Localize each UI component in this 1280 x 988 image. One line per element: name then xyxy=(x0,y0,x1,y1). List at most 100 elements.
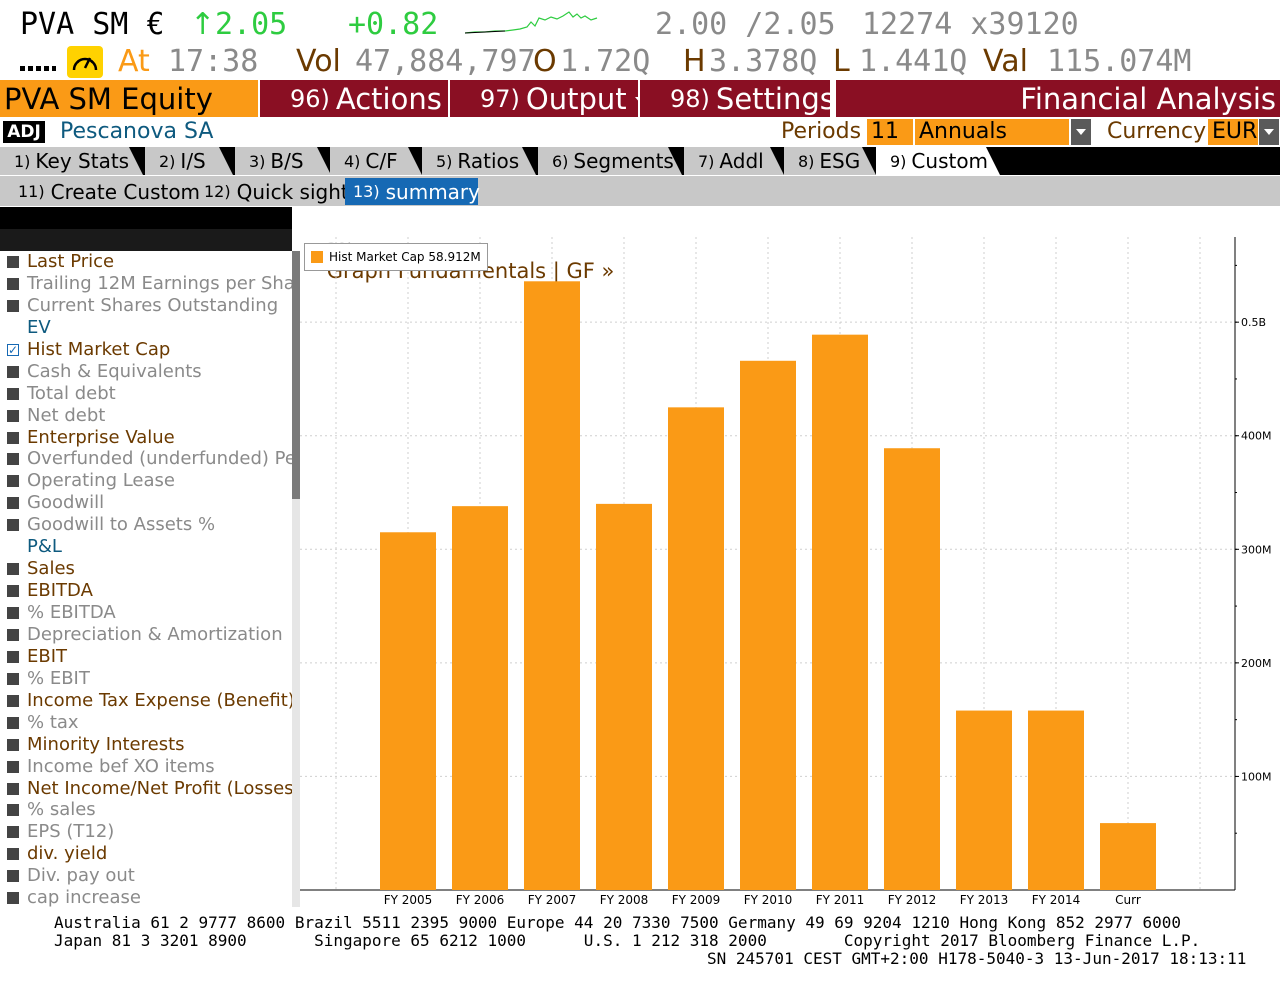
high-label: H xyxy=(683,44,706,79)
checkbox-icon[interactable] xyxy=(7,585,19,598)
field-list-item[interactable]: P&L xyxy=(0,536,292,558)
checkbox-icon[interactable] xyxy=(7,870,19,883)
checkbox-icon[interactable] xyxy=(7,694,19,707)
output-label: Output xyxy=(525,81,627,116)
security-row: ADJ Pescanova SA Periods 11 Annuals Curr… xyxy=(0,117,1280,147)
checkbox-icon[interactable] xyxy=(7,365,19,378)
checkbox-icon[interactable] xyxy=(7,892,19,905)
field-list-scrollbar[interactable] xyxy=(292,251,300,907)
tab-income-statement[interactable]: 2) I/S xyxy=(145,147,233,175)
field-list-item[interactable]: Trailing 12M Earnings per Share xyxy=(0,273,292,295)
checkbox-icon[interactable] xyxy=(7,409,19,422)
field-list-item[interactable]: Operating Lease xyxy=(0,470,292,492)
tab-custom[interactable]: 9) Custom xyxy=(876,147,1000,175)
field-list-item[interactable]: Income bef XO items xyxy=(0,756,292,778)
legend-swatch xyxy=(311,251,323,263)
field-list-item[interactable]: EPS (T12) xyxy=(0,821,292,843)
field-list-item[interactable]: Net debt xyxy=(0,405,292,427)
checkbox-icon[interactable] xyxy=(7,607,19,619)
field-list-item[interactable]: Minority Interests xyxy=(0,734,292,756)
field-list-item[interactable]: Current Shares Outstanding xyxy=(0,295,292,317)
checkbox-icon[interactable] xyxy=(7,563,19,576)
field-list-item[interactable]: Goodwill to Assets % xyxy=(0,514,292,536)
footer: Australia 61 2 9777 8600 Brazil 5511 239… xyxy=(0,914,1280,988)
periodicity-select[interactable]: Annuals xyxy=(915,119,1069,145)
checkbox-icon[interactable] xyxy=(7,760,19,773)
currency-select[interactable]: EUR xyxy=(1208,119,1258,145)
subtab-quick-sight[interactable]: 12) Quick sight xyxy=(196,178,357,205)
field-list-item[interactable]: EV xyxy=(0,317,292,339)
tab-esg[interactable]: 8) ESG xyxy=(784,147,876,175)
checkbox-icon[interactable] xyxy=(7,277,19,290)
field-label: Trailing 12M Earnings per Share xyxy=(27,272,292,294)
field-list-item[interactable]: Depreciation & Amortization xyxy=(0,624,292,646)
field-list-item[interactable]: % tax xyxy=(0,712,292,734)
checkbox-icon[interactable] xyxy=(7,650,19,663)
field-list-item[interactable]: div. yield xyxy=(0,843,292,865)
checkbox-icon[interactable] xyxy=(7,519,19,532)
field-list-item[interactable]: Net Income/Net Profit (Losses) xyxy=(0,778,292,800)
checkbox-icon[interactable] xyxy=(7,431,19,444)
quote-time: 17:38 xyxy=(168,44,259,79)
checkbox-icon[interactable] xyxy=(7,628,19,641)
field-list-item[interactable]: Last Price xyxy=(0,251,292,273)
checkbox-icon[interactable] xyxy=(7,716,19,729)
field-label: % tax xyxy=(27,711,79,733)
actions-menu-button[interactable]: 96) Actions xyxy=(260,80,462,117)
field-label: Income bef XO items xyxy=(27,755,215,777)
periodicity-dropdown-icon[interactable] xyxy=(1071,119,1091,145)
more-dots-icon[interactable] xyxy=(20,66,56,71)
bar xyxy=(596,503,652,890)
field-list-item[interactable]: Income Tax Expense (Benefit) xyxy=(0,690,292,712)
bar xyxy=(380,532,436,890)
field-list-item[interactable]: % EBIT xyxy=(0,668,292,690)
subtab-summary[interactable]: 13) summary xyxy=(345,178,480,205)
field-list-item[interactable]: Hist Market Cap xyxy=(0,339,292,361)
chart-legend[interactable]: Hist Market Cap 58.912M xyxy=(304,243,488,271)
checkbox-icon[interactable] xyxy=(7,804,19,817)
field-list-item[interactable]: EBIT xyxy=(0,646,292,668)
field-list-item[interactable]: Goodwill xyxy=(0,492,292,514)
field-list-item[interactable]: EBITDA xyxy=(0,580,292,602)
currency-dropdown-icon[interactable] xyxy=(1259,119,1279,145)
tab-addl[interactable]: 7) Addl xyxy=(684,147,784,175)
tab-balance-sheet[interactable]: 3) B/S xyxy=(235,147,331,175)
security-equity-label[interactable]: PVA SM Equity xyxy=(0,80,258,117)
output-menu-button[interactable]: 97) Output xyxy=(450,80,647,117)
subtab-create-custom[interactable]: 11) Create Custom xyxy=(10,178,208,205)
checkbox-icon[interactable] xyxy=(7,826,19,839)
checkbox-checked-icon[interactable] xyxy=(7,339,19,361)
checkbox-icon[interactable] xyxy=(7,387,19,400)
checkbox-icon[interactable] xyxy=(7,672,19,685)
checkbox-icon[interactable] xyxy=(7,299,19,312)
checkbox-icon[interactable] xyxy=(7,497,19,510)
field-label: Minority Interests xyxy=(27,733,185,755)
field-list-item[interactable]: % sales xyxy=(0,799,292,821)
checkbox-icon[interactable] xyxy=(7,475,19,488)
tab-ratios[interactable]: 5) Ratios xyxy=(422,147,536,175)
field-list-item[interactable]: Overfunded (underfunded) Pen xyxy=(0,448,292,470)
settings-menu-button[interactable]: 98) Settings xyxy=(640,80,835,117)
tab-cash-flow[interactable]: 4) C/F xyxy=(330,147,422,175)
adj-button[interactable]: ADJ xyxy=(3,121,45,143)
checkbox-icon[interactable] xyxy=(7,848,19,861)
field-list-item[interactable]: Div. pay out xyxy=(0,865,292,887)
at-label: At xyxy=(118,44,150,79)
field-list-item[interactable]: Enterprise Value xyxy=(0,427,292,449)
checkbox-icon[interactable] xyxy=(7,738,19,751)
speedometer-icon[interactable] xyxy=(67,46,103,78)
tab-segments[interactable]: 6) Segments xyxy=(538,147,682,175)
checkbox-icon[interactable] xyxy=(7,256,19,268)
actions-label: Actions xyxy=(335,81,442,116)
field-list-item[interactable]: % EBITDA xyxy=(0,602,292,624)
field-list-item[interactable]: Cash & Equivalents xyxy=(0,361,292,383)
field-list-item[interactable]: cap increase xyxy=(0,887,292,909)
field-list-item[interactable]: Total debt xyxy=(0,383,292,405)
periods-input[interactable]: 11 xyxy=(867,119,913,145)
checkbox-icon[interactable] xyxy=(7,782,19,795)
field-list-item[interactable]: Sales xyxy=(0,558,292,580)
scrollbar-thumb[interactable] xyxy=(292,251,300,499)
tab-key-stats[interactable]: 1) Key Stats xyxy=(0,147,143,175)
field-label: div. yield xyxy=(27,843,108,865)
checkbox-icon[interactable] xyxy=(7,453,19,466)
